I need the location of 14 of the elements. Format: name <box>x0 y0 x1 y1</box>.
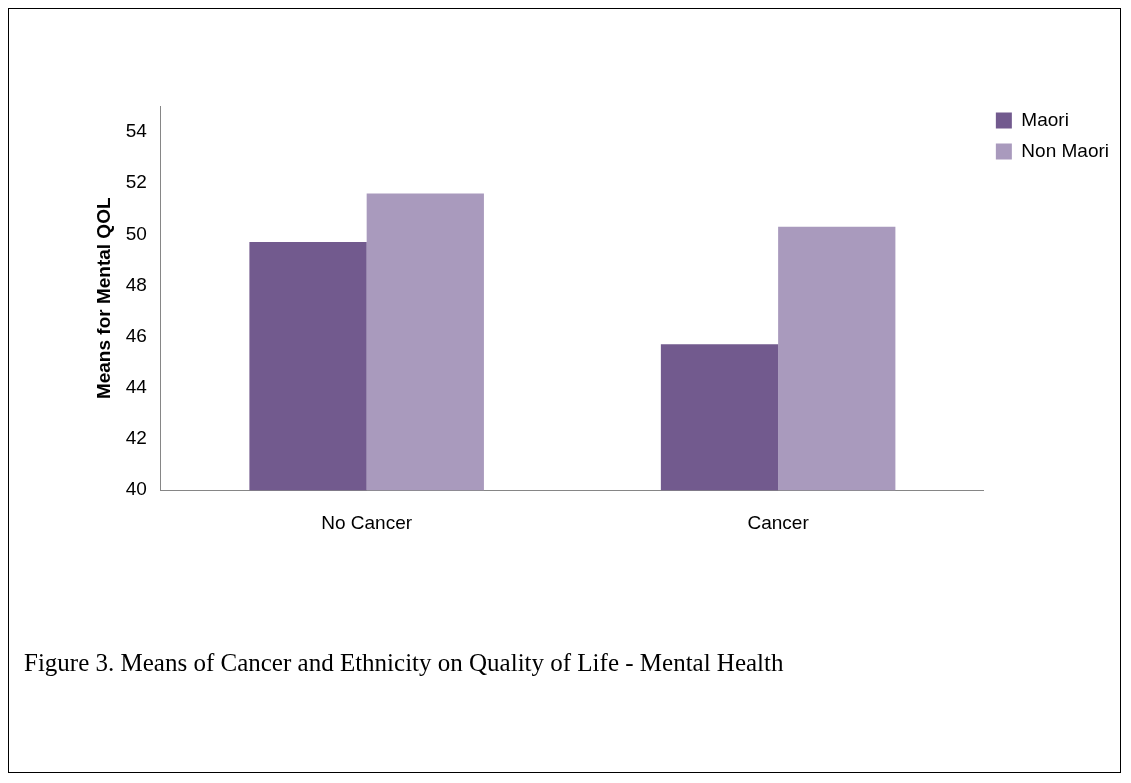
y-tick-label: 54 <box>125 120 148 142</box>
x-tick-label: Cancer <box>747 511 810 533</box>
y-axis-title: Means for Mental QOL <box>92 197 114 400</box>
y-tick-label: 44 <box>125 376 148 398</box>
y-tick-label: 46 <box>125 324 147 346</box>
legend-label: Maori <box>1021 108 1069 130</box>
y-tick-label: 52 <box>125 171 147 193</box>
y-tick-label: 40 <box>125 478 147 500</box>
y-tick-label: 48 <box>125 273 147 295</box>
y-tick-label: 42 <box>125 427 147 449</box>
y-tick-label: 50 <box>125 222 147 244</box>
caption: Figure 3. Means of Cancer and Ethnicity on Quality of Life - Mental Health <box>24 649 784 677</box>
x-tick-label: No Cancer <box>321 511 413 533</box>
legend-label: Non Maori <box>1021 139 1110 161</box>
